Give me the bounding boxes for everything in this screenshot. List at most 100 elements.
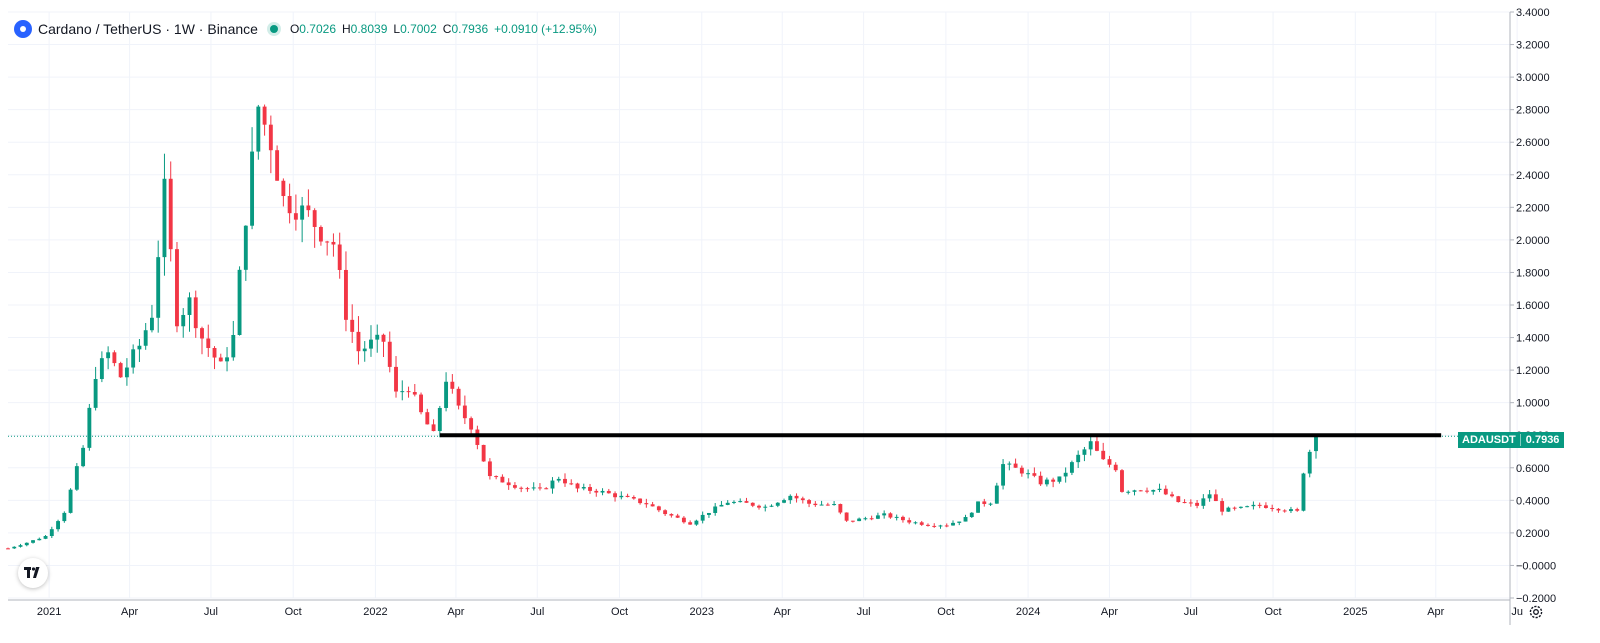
tradingview-logo-glyph (24, 567, 40, 578)
tradingview-logo-icon[interactable] (18, 558, 48, 588)
candle-down (1282, 510, 1287, 512)
symbol-legend: Cardano / TetherUS · 1W · Binance O0.702… (14, 18, 603, 40)
candle-down (631, 497, 636, 499)
candle-down (1019, 467, 1024, 474)
y-tick-label: 2.8000 (1516, 105, 1550, 117)
candle-down (287, 196, 292, 214)
y-tick-label: 1.0000 (1516, 398, 1550, 410)
candle-up (938, 525, 943, 527)
candle-up (988, 503, 993, 505)
y-tick-label: 1.8000 (1516, 267, 1550, 279)
candle-down (681, 517, 686, 523)
candle-down (1295, 509, 1300, 511)
ohlc-open-key: O (289, 22, 300, 36)
candle-up (819, 504, 824, 506)
x-tick-label: 2024 (1016, 606, 1040, 618)
candle-down (563, 478, 567, 484)
candle-down (456, 388, 461, 406)
candle-up (56, 521, 61, 530)
candle-up (437, 407, 442, 432)
candle-up (1307, 451, 1312, 474)
candle-down (982, 501, 987, 504)
candle-up (187, 297, 192, 315)
candle-down (1163, 488, 1168, 495)
candle-down (175, 249, 179, 327)
candle-up (882, 513, 887, 516)
candle-down (1120, 470, 1124, 492)
candle-up (738, 501, 743, 503)
candle-down (825, 504, 830, 506)
x-tick-label: Apr (774, 606, 791, 618)
candle-up (150, 317, 154, 331)
y-tick-label: 2.0000 (1516, 235, 1550, 247)
y-tick-label: 0.2000 (1516, 528, 1550, 540)
candle-down (337, 244, 342, 270)
candle-down (869, 518, 874, 520)
candle-up (162, 178, 167, 258)
candle-up (1207, 494, 1212, 499)
candle-down (844, 512, 849, 521)
symbol-title[interactable]: Cardano / TetherUS · 1W · Binance (38, 21, 258, 37)
candle-up (619, 495, 624, 498)
candle-down (275, 150, 280, 181)
candle-up (1245, 506, 1250, 508)
candle-down (575, 483, 580, 489)
candle-down (1113, 464, 1118, 471)
candle-down (431, 424, 436, 432)
candle-down (318, 226, 323, 242)
candle-down (757, 505, 761, 508)
candle-down (613, 493, 617, 498)
candle-down (850, 520, 855, 522)
gear-icon[interactable] (1528, 604, 1544, 620)
candle-down (1013, 463, 1018, 468)
candle-down (519, 487, 524, 489)
y-tick-label: 2.6000 (1516, 137, 1550, 149)
candle-up (300, 205, 305, 220)
candle-down (325, 241, 330, 243)
candle-up (994, 485, 999, 504)
candle-down (500, 476, 505, 483)
candle-up (137, 345, 142, 350)
candle-down (1276, 508, 1281, 511)
x-tick-label: Jul (530, 606, 544, 618)
candle-up (1082, 449, 1087, 455)
y-tick-label: −0.2000 (1516, 593, 1556, 605)
candle-down (1220, 501, 1225, 512)
x-tick-label: Jul (204, 606, 218, 618)
price-tag-symbol: ADAUSDT (1458, 434, 1521, 446)
candle-up (1088, 441, 1093, 450)
candle-down (6, 548, 10, 550)
candle-up (362, 348, 367, 352)
candle-down (813, 503, 818, 506)
x-tick-label: Oct (1265, 606, 1282, 618)
candle-down (293, 213, 298, 220)
candle-down (481, 444, 486, 462)
cardano-logo-icon (14, 20, 32, 38)
candle-down (412, 392, 417, 395)
market-status-icon[interactable] (269, 25, 278, 33)
x-tick-label: Apr (1427, 606, 1444, 618)
candle-up (87, 407, 92, 448)
candle-down (907, 520, 912, 523)
candle-down (644, 503, 649, 505)
candle-down (312, 210, 317, 227)
candle-down (387, 341, 392, 367)
candle-up (763, 506, 768, 508)
candle-down (650, 504, 655, 507)
candle-down (487, 461, 492, 477)
y-tick-label: 2.2000 (1516, 202, 1550, 214)
candle-up (706, 512, 711, 515)
candle-up (957, 521, 962, 523)
ohlc-low: L0.7002 (393, 22, 436, 36)
candle-down (538, 487, 542, 489)
candle-down (606, 490, 611, 494)
x-tick-label: Apr (1101, 606, 1118, 618)
candle-down (462, 405, 467, 419)
candle-up (863, 518, 868, 520)
price-tag-value: 0.7936 (1525, 434, 1560, 446)
candle-up (1157, 488, 1162, 490)
candle-up (951, 522, 955, 526)
axes: 3.4000 3.2000 3.0000 2.8000 2.6000 2.4000 2.20… (8, 7, 1556, 625)
